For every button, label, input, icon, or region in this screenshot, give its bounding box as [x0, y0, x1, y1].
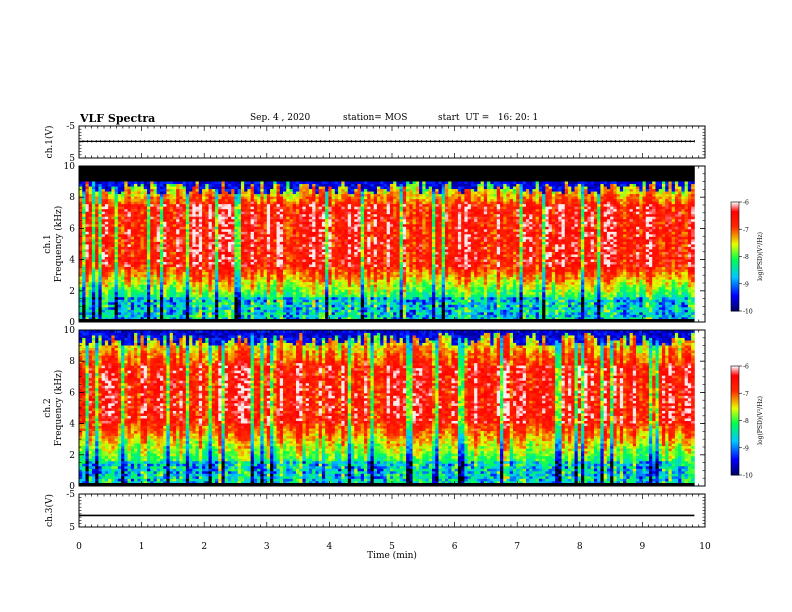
x-tick-label: 2 — [201, 542, 207, 552]
vlf-spectra-figure: 5 -5 ch.1(V) -6 -7 -8 -9 -10 log(PSD)(V²/Hz) 0 2 4 6… — [0, 0, 792, 612]
colorbar-tick-label: -6 — [743, 364, 749, 371]
x-tick-label: 7 — [514, 542, 520, 552]
spectrogram-ch1 — [79, 166, 695, 322]
x-tick-label: 10 — [699, 542, 711, 552]
y-tick-label: 2 — [69, 451, 75, 461]
y-tick-label: -5 — [66, 490, 75, 500]
colorbar-ch1: -6 -7 -8 -9 -10 log(PSD)(V²/Hz) — [731, 200, 764, 316]
y-axis-label: ch.2Frequency (kHz) — [43, 370, 64, 447]
axes-panel-1: 5-5ch.1(V) — [44, 122, 705, 164]
y-tick-label: 8 — [69, 357, 75, 367]
x-tick-label: 1 — [139, 542, 145, 552]
x-tick-label: 6 — [452, 542, 458, 552]
x-tick-label: 4 — [327, 542, 333, 552]
x-tick-label: 3 — [264, 542, 270, 552]
colorbar-label: log(PSD)(V²/Hz) — [757, 396, 764, 445]
colorbar-tick-label: -6 — [743, 200, 749, 207]
y-tick-label: 10 — [64, 326, 76, 336]
colorbar-tick-label: -8 — [743, 418, 749, 425]
colorbar-label: log(PSD)(V²/Hz) — [757, 232, 764, 281]
colorbar-tick-label: -9 — [743, 281, 749, 288]
colorbar-tick-label: -10 — [743, 309, 753, 316]
colorbar-tick-label: -9 — [743, 445, 749, 452]
y-tick-label: 2 — [69, 287, 75, 297]
y-tick-label: 8 — [69, 193, 75, 203]
x-tick-label: 0 — [76, 542, 82, 552]
spectrogram-ch2 — [79, 330, 695, 486]
y-axis-label: ch.3(V) — [44, 494, 55, 527]
x-axis-label: Time (min) — [367, 550, 417, 561]
y-tick-label: 5 — [69, 523, 75, 533]
x-tick-label: 8 — [577, 542, 583, 552]
colorbar-tick-label: -10 — [743, 473, 753, 480]
colorbar-tick-label: -8 — [743, 254, 749, 261]
x-tick-label: 9 — [640, 542, 646, 552]
y-tick-label: 6 — [69, 388, 75, 398]
y-tick-label: 10 — [64, 162, 76, 172]
colorbar-tick-label: -7 — [743, 227, 749, 234]
colorbar-tick-label: -7 — [743, 391, 749, 398]
axes-panel-4: 5 -5 ch.3(V) — [44, 490, 705, 533]
y-tick-label: 4 — [69, 256, 75, 266]
y-axis-label: ch.1Frequency (kHz) — [43, 206, 64, 283]
y-tick-label: 4 — [69, 420, 75, 430]
y-axis-label: ch.1(V) — [44, 126, 55, 159]
y-tick-label: -5 — [66, 122, 75, 132]
y-tick-label: 6 — [69, 224, 75, 234]
colorbar-ch2: -6 -7 -8 -9 -10 log(PSD)(V²/Hz) — [731, 364, 764, 480]
